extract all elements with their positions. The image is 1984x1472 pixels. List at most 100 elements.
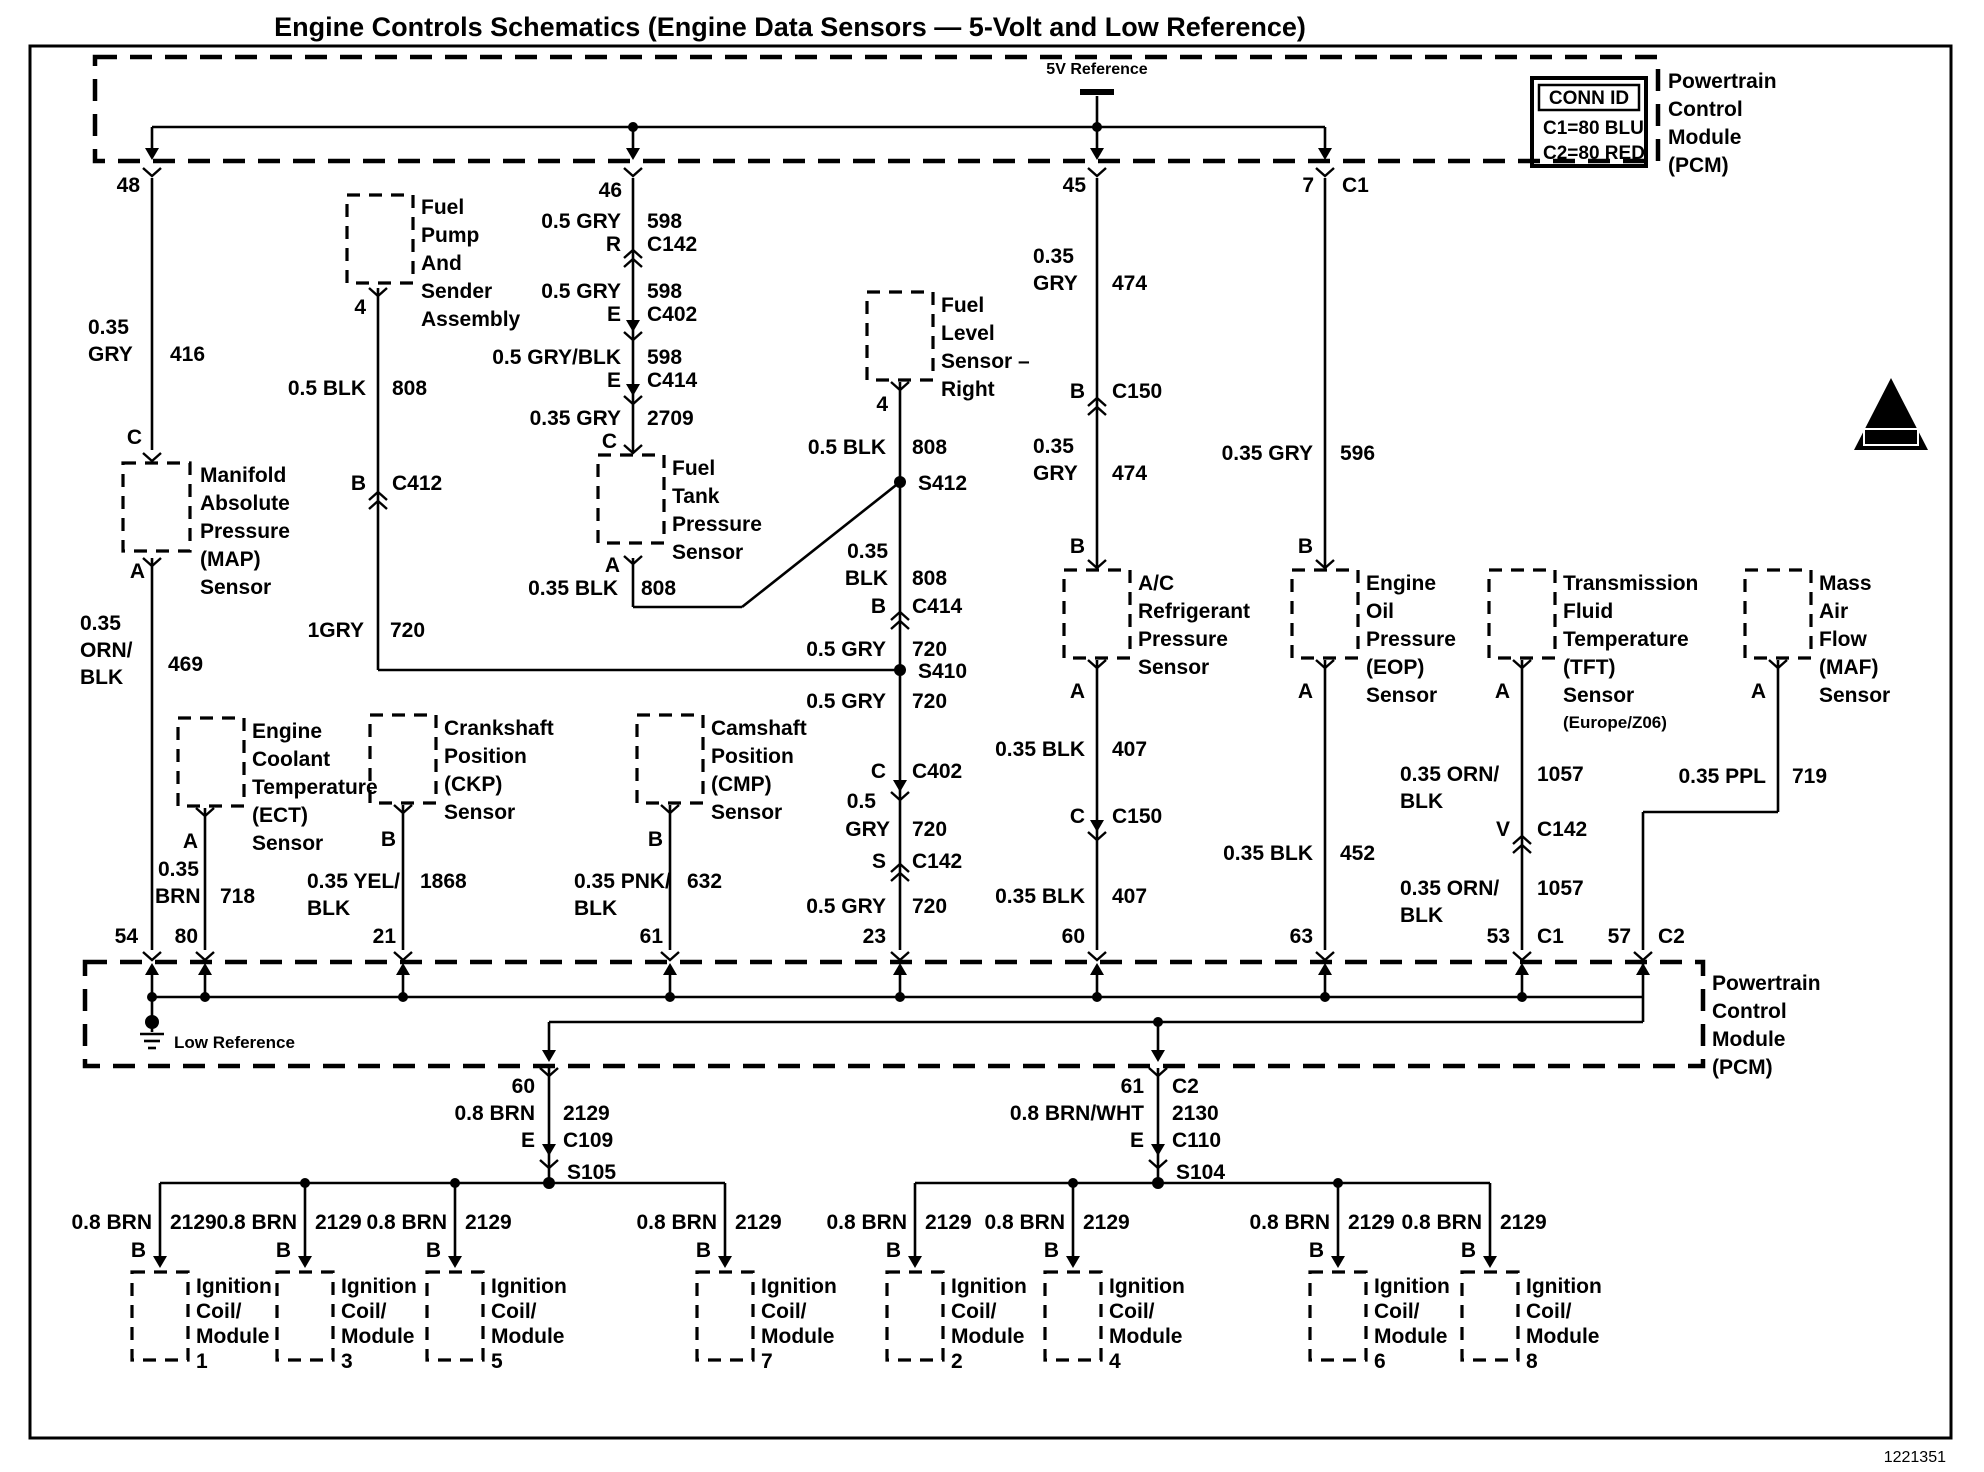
wire-label: 0.8 BRN <box>636 1211 717 1234</box>
flow-arrow <box>145 148 159 160</box>
wire-label: Pressure <box>1138 628 1228 651</box>
connector-symbol <box>623 444 643 455</box>
connector-symbol <box>660 951 680 962</box>
ignition-coil-6-box <box>1308 1270 1368 1362</box>
wire-label: 0.35 GRY <box>1222 442 1313 465</box>
flow-arrow <box>626 384 640 396</box>
wire-label: (CKP) <box>444 773 502 796</box>
wire-label: S <box>872 850 886 873</box>
wire-label: 474 <box>1112 462 1147 485</box>
connector-symbol <box>890 951 910 962</box>
tft-sensor-box <box>1487 568 1557 660</box>
wire-label: 0.35 <box>1033 435 1074 458</box>
connector-symbol <box>890 610 910 621</box>
flow-arrow <box>893 963 907 975</box>
wire-label: Level <box>941 322 995 345</box>
wire-label: Coil/ <box>491 1300 537 1323</box>
pin-60: 60 <box>1062 925 1085 948</box>
splice-dot <box>1333 1178 1343 1188</box>
wire-label: Coil/ <box>196 1300 242 1323</box>
wire-label: 0.8 BRN <box>216 1211 297 1234</box>
connector-symbol <box>1087 396 1107 407</box>
fuel-level-sensor-box <box>865 290 935 382</box>
wire-label: Camshaft <box>711 717 807 740</box>
wire-label: 0.35 GRY <box>530 407 621 430</box>
connector-symbol <box>1768 659 1788 670</box>
ignition-coil-4-box <box>1043 1270 1103 1362</box>
wire-label: E <box>521 1129 535 1152</box>
connector-symbol <box>1087 831 1107 842</box>
wire-label: B <box>276 1239 291 1262</box>
wire-label: B <box>426 1239 441 1262</box>
wire-label: Module <box>761 1325 835 1348</box>
wire-label: Sender <box>421 280 492 303</box>
wire-label: Sensor <box>444 801 515 824</box>
connector-symbol <box>393 804 413 815</box>
wire-label: Module <box>1109 1325 1183 1348</box>
conn-id-header: CONN ID <box>1549 88 1629 109</box>
wire-label: 632 <box>687 870 722 893</box>
connector-symbol <box>1315 951 1335 962</box>
wire-label: Sensor <box>1138 656 1209 679</box>
wire-label: (TFT) <box>1563 656 1615 679</box>
wire-label: Coil/ <box>341 1300 387 1323</box>
wire-label: C414 <box>647 369 698 392</box>
wire-label: Module <box>1526 1325 1600 1348</box>
wire-label: ORN/ <box>80 639 133 662</box>
wire-label: 1057 <box>1537 763 1584 786</box>
wire-label: Coil/ <box>1109 1300 1155 1323</box>
wire-label: Temperature <box>1563 628 1689 651</box>
splice-dot <box>1068 1178 1078 1188</box>
diagram-frame <box>28 44 1953 1440</box>
flow-arrow <box>663 963 677 975</box>
wire-label: 2129 <box>1348 1211 1395 1234</box>
connector-symbol <box>142 951 162 962</box>
wire-label: B <box>886 1239 901 1262</box>
conn-id-legend: CONN ID C1=80 BLU C2=80 RED <box>1530 76 1648 168</box>
wire-label: 0.8 BRN <box>71 1211 152 1234</box>
connector-symbol <box>1087 659 1107 670</box>
splice-dot <box>1153 1017 1163 1027</box>
wire-label: 0.35 ORN/ <box>1400 877 1499 900</box>
page-title: Engine Controls Schematics (Engine Data … <box>274 12 1306 42</box>
flow-arrow <box>448 1256 462 1268</box>
wire-label: Coil/ <box>951 1300 997 1323</box>
wire-label: Coolant <box>252 748 330 771</box>
wire-label: 0.35 <box>88 316 129 339</box>
wire-label: 1GRY <box>308 619 364 642</box>
splice-dot <box>147 992 157 1002</box>
wire-label: (MAF) <box>1819 656 1878 679</box>
wire-label: 469 <box>168 653 203 676</box>
ckp-sensor-box <box>368 713 438 805</box>
pin-63: 63 <box>1290 925 1313 948</box>
wire-label: C150 <box>1112 380 1162 403</box>
wire-label: B <box>1461 1239 1476 1262</box>
connector-symbol <box>142 557 162 568</box>
wire-label: E <box>607 369 621 392</box>
low-reference-label: Low Reference <box>174 1033 295 1052</box>
wire-label: A <box>1298 680 1313 703</box>
flow-arrow <box>1151 1050 1165 1062</box>
connector-symbol <box>623 257 643 268</box>
wire-label: Ignition <box>1109 1275 1185 1298</box>
pcm-bottom-label: Control <box>1712 1000 1787 1023</box>
wire-label: C150 <box>1112 805 1162 828</box>
wire-label: 0.35 <box>158 858 199 881</box>
wire-label: Sensor <box>200 576 271 599</box>
wire-label: Manifold <box>200 464 286 487</box>
wire-label: 61 <box>1121 1075 1145 1098</box>
wire-label: A <box>1495 680 1510 703</box>
wire-label: C402 <box>647 303 697 326</box>
wire-label: Module <box>341 1325 415 1348</box>
wire-label: 6 <box>1374 1350 1386 1373</box>
wire-label: Pressure <box>1366 628 1456 651</box>
wire-label: 720 <box>912 638 947 661</box>
wire-label: 7 <box>761 1350 773 1373</box>
wire-label: 0.35 PPL <box>1678 765 1766 788</box>
wire-label: V <box>1496 818 1510 841</box>
wire-label: 0.5 <box>847 790 877 813</box>
wire-label: 0.35 ORN/ <box>1400 763 1499 786</box>
connector-symbol <box>1087 405 1107 416</box>
splice-dot <box>1152 1177 1164 1189</box>
wire-label: B <box>871 595 886 618</box>
